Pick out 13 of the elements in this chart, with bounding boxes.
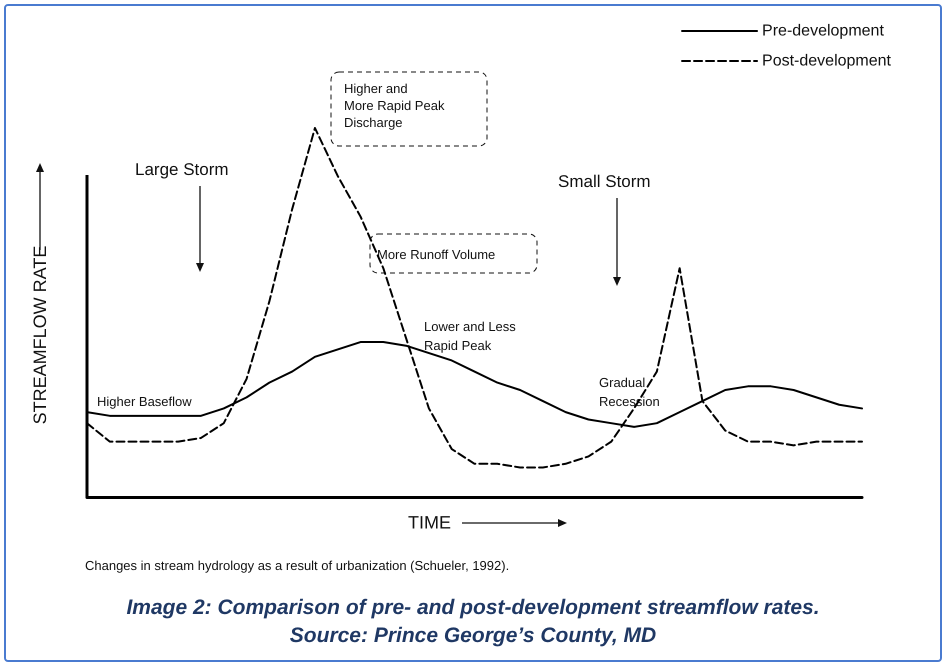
text: Image 2: Comparison of pre- and post-development streamflow rates. (126, 596, 820, 619)
annotation: Large Storm (135, 160, 229, 179)
annotation: More Runoff Volume (377, 247, 496, 262)
source-note: Source: Prince George’s County, MD (290, 624, 656, 647)
annotation: Lower and Less Rapid Peak (424, 319, 516, 353)
legend-label: Pre-development (762, 22, 884, 40)
text: Changes in stream hydrology as a result of urbanization (Schueler, 1992). (85, 558, 510, 573)
annotation: Higher and More Rapid Peak Discharge (344, 81, 445, 130)
x-axis-title: TIME (408, 512, 451, 532)
annotation: Small Storm (558, 172, 651, 191)
y-axis-title: STREAMFLOW RATE (30, 246, 50, 424)
legend-label: Post-development (762, 52, 892, 70)
annotation: Higher Baseflow (97, 394, 192, 409)
